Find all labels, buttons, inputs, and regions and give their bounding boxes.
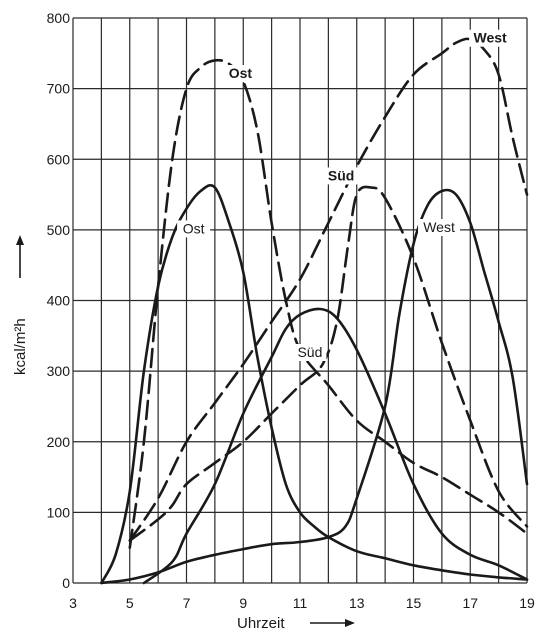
x-tick-label: 17 — [462, 595, 478, 611]
y-tick-label: 100 — [47, 504, 71, 520]
y-tick-label: 200 — [47, 434, 71, 450]
y-tick-label: 600 — [47, 151, 71, 167]
x-tick-label: 3 — [69, 595, 77, 611]
curve-label-bg — [324, 167, 358, 185]
curve-label-ost: Ost — [183, 220, 205, 236]
curve-label-bg — [223, 65, 257, 83]
y-tick-label: 800 — [47, 10, 71, 26]
curves — [100, 37, 529, 585]
y-tick-label: 500 — [47, 222, 71, 238]
y-axis-arrowhead-icon — [16, 235, 24, 245]
curve-west-solid — [100, 188, 529, 585]
y-tick-label: 0 — [62, 575, 70, 591]
curve-ost-dashed — [128, 58, 529, 549]
curve-sued-dashed — [128, 185, 529, 542]
x-tick-label: 19 — [519, 595, 535, 611]
curve-label-bg — [469, 29, 512, 47]
curve-label-ost: Ost — [229, 65, 253, 81]
curve-label-bg — [293, 344, 327, 361]
x-tick-labels: 3 5 7 9 11 13 15 17 19 — [69, 595, 535, 611]
x-tick-label: 11 — [293, 595, 308, 611]
y-tick-label: 400 — [47, 293, 71, 309]
x-tick-label: 15 — [406, 595, 422, 611]
x-axis-arrowhead-icon — [345, 619, 355, 627]
y-tick-labels: 0 100 200 300 400 500 600 700 800 — [47, 10, 71, 591]
grid — [72, 17, 528, 584]
x-axis-title: Uhrzeit — [237, 615, 355, 632]
y-tick-label: 700 — [47, 81, 71, 97]
y-axis-title: kcal/m²h — [12, 235, 29, 375]
curve-label-west: West — [423, 219, 455, 235]
x-tick-label: 5 — [126, 595, 134, 611]
x-tick-label: 9 — [239, 595, 247, 611]
y-axis-label: kcal/m²h — [12, 318, 29, 375]
y-tick-label: 300 — [47, 363, 71, 379]
curve-labels: Ost Ost Süd Süd West West — [177, 29, 512, 361]
curve-label-bg — [418, 218, 461, 236]
curve-west-dashed — [128, 37, 529, 542]
x-tick-label: 7 — [183, 595, 191, 611]
curve-label-sued: Süd — [328, 167, 354, 183]
curve-sued-solid — [142, 307, 529, 585]
curve-label-west: West — [474, 30, 508, 46]
curve-label-bg — [177, 220, 211, 238]
curve-ost-solid — [100, 184, 529, 585]
x-axis-label: Uhrzeit — [237, 615, 285, 632]
curve-label-sued: Süd — [297, 344, 322, 360]
x-tick-label: 13 — [349, 595, 365, 611]
